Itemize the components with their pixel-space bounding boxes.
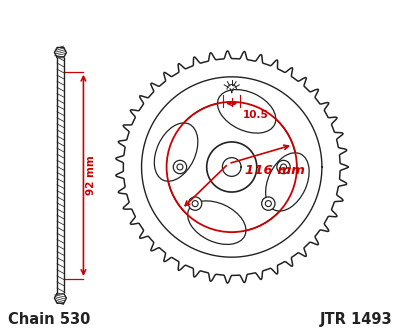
Circle shape	[262, 197, 275, 210]
Ellipse shape	[188, 201, 246, 244]
Circle shape	[173, 160, 187, 174]
Text: 92 mm: 92 mm	[86, 155, 96, 195]
Text: 10.5: 10.5	[242, 110, 268, 120]
Ellipse shape	[154, 123, 198, 181]
Polygon shape	[54, 294, 66, 303]
Circle shape	[280, 164, 286, 170]
Circle shape	[188, 197, 202, 210]
Circle shape	[277, 160, 290, 174]
Bar	[57, 57, 64, 294]
Circle shape	[192, 201, 198, 207]
Text: JTR 1493: JTR 1493	[319, 312, 392, 327]
Text: Chain 530: Chain 530	[8, 312, 90, 327]
Ellipse shape	[266, 153, 309, 211]
Circle shape	[177, 164, 183, 170]
Ellipse shape	[218, 90, 276, 133]
Circle shape	[265, 201, 271, 207]
Polygon shape	[54, 47, 66, 57]
Text: 116 mm: 116 mm	[245, 164, 305, 177]
